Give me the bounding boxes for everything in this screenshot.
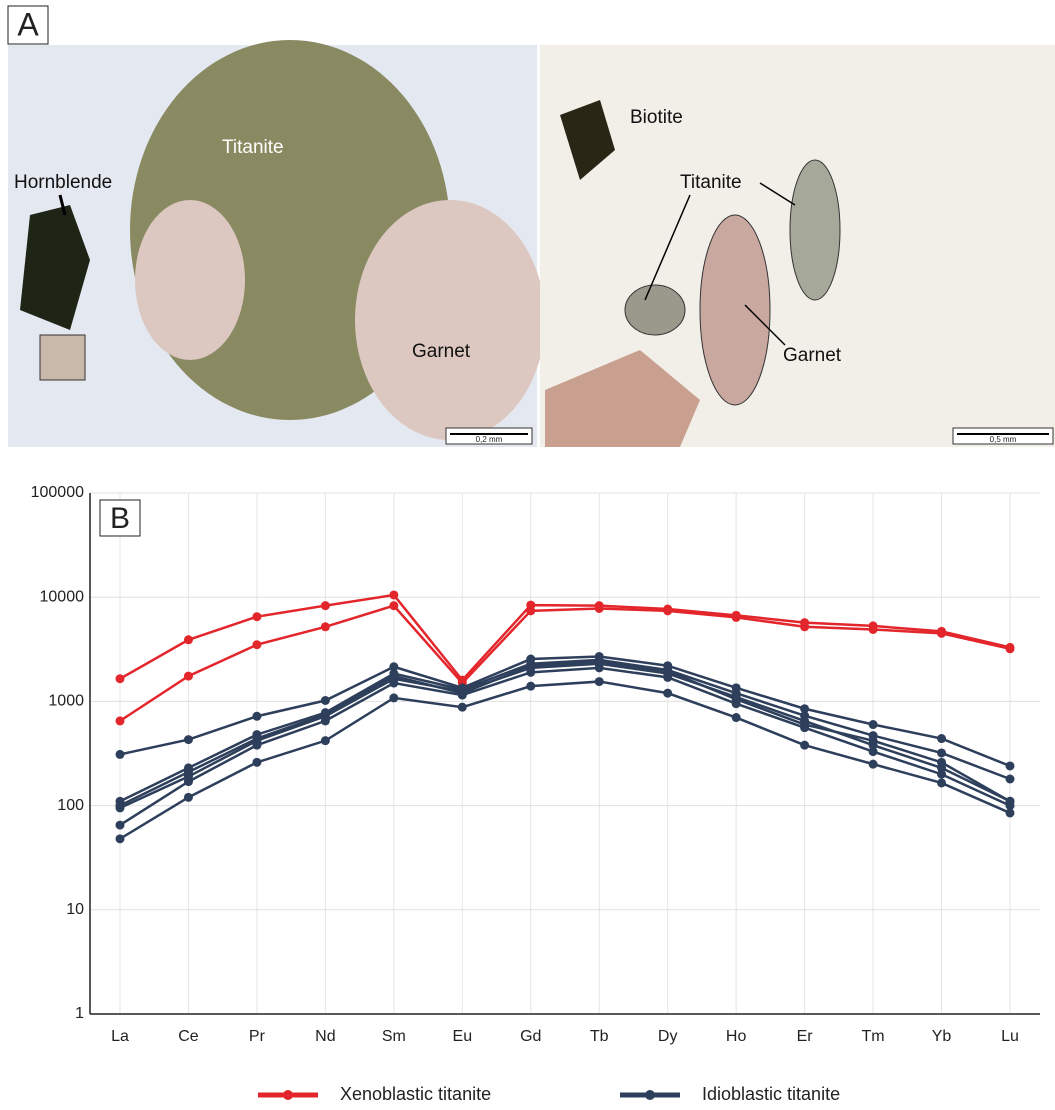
x-tick-label: Tb — [590, 1028, 609, 1045]
y-tick-label: 1000 — [48, 693, 84, 710]
data-point — [389, 590, 398, 599]
data-point — [184, 793, 193, 802]
data-point — [526, 668, 535, 677]
data-point — [663, 689, 672, 698]
x-tick-label: Lu — [1001, 1028, 1019, 1045]
data-point — [252, 741, 261, 750]
photo-label: Garnet — [783, 345, 842, 366]
x-tick-label: Ce — [178, 1028, 199, 1045]
data-point — [732, 613, 741, 622]
scale-bar-label: 0,2 mm — [476, 435, 503, 444]
chart: 1 10 100 1000 10000 100000 La Ce Pr Nd Sm Eu Gd Tb Dy H… — [31, 484, 1040, 1104]
figure: A Hornblende Titanite Garnet 0,2 mm Biot… — [0, 0, 1055, 1110]
x-tick-label: Dy — [658, 1028, 678, 1045]
data-point — [1006, 761, 1015, 770]
data-point — [252, 758, 261, 767]
data-point — [937, 629, 946, 638]
scale-bar-label: 0,5 mm — [990, 435, 1017, 444]
series-line — [120, 595, 1010, 680]
data-point — [937, 734, 946, 743]
x-tick-label: Sm — [382, 1028, 406, 1045]
data-point — [184, 735, 193, 744]
data-point — [252, 640, 261, 649]
data-point — [321, 716, 330, 725]
x-tick-label: La — [111, 1028, 129, 1045]
data-point — [663, 673, 672, 682]
right-photo: Biotite Titanite Garnet 0,5 mm — [540, 45, 1055, 447]
y-tick-label: 10 — [66, 901, 84, 918]
data-point — [184, 777, 193, 786]
data-point — [389, 693, 398, 702]
data-point — [937, 778, 946, 787]
data-point — [937, 748, 946, 757]
data-point — [116, 834, 125, 843]
data-point — [321, 696, 330, 705]
x-tick-label: Gd — [520, 1028, 541, 1045]
data-point — [869, 625, 878, 634]
data-point — [116, 803, 125, 812]
photo-label: Biotite — [630, 107, 683, 128]
data-point — [184, 635, 193, 644]
data-point — [869, 747, 878, 756]
data-point — [116, 821, 125, 830]
data-point — [1006, 644, 1015, 653]
data-point — [116, 716, 125, 725]
data-point — [869, 760, 878, 769]
photo-label: Garnet — [412, 341, 471, 362]
data-point — [663, 606, 672, 615]
data-point — [321, 622, 330, 631]
data-point — [1006, 775, 1015, 784]
legend-marker — [645, 1090, 655, 1100]
y-tick-label: 100 — [57, 797, 84, 814]
x-tick-label: Eu — [453, 1028, 473, 1045]
photo-label: Titanite — [680, 172, 742, 193]
x-tick-label: Yb — [932, 1028, 952, 1045]
y-tick-label: 10000 — [40, 588, 85, 605]
data-point — [1006, 808, 1015, 817]
data-point — [252, 712, 261, 721]
photo-label: Titanite — [222, 137, 284, 158]
data-point — [732, 699, 741, 708]
x-tick-label: Nd — [315, 1028, 335, 1045]
y-tick-label: 100000 — [31, 484, 84, 501]
data-point — [458, 691, 467, 700]
x-tick-label: Tm — [862, 1028, 885, 1045]
data-point — [389, 679, 398, 688]
data-point — [116, 750, 125, 759]
x-tick-label: Ho — [726, 1028, 747, 1045]
data-point — [458, 703, 467, 712]
legend-marker — [283, 1090, 293, 1100]
data-point — [321, 601, 330, 610]
data-point — [389, 601, 398, 610]
panel-label: B — [110, 502, 130, 535]
data-point — [252, 612, 261, 621]
y-tick-label: 1 — [75, 1005, 84, 1022]
data-point — [526, 682, 535, 691]
data-point — [937, 770, 946, 779]
data-point — [800, 723, 809, 732]
data-point — [595, 677, 604, 686]
legend-label: Xenoblastic titanite — [340, 1084, 491, 1104]
x-tick-label: Er — [797, 1028, 814, 1045]
data-point — [595, 604, 604, 613]
data-point — [869, 720, 878, 729]
x-tick-label: Pr — [249, 1028, 266, 1045]
data-point — [595, 663, 604, 672]
data-point — [800, 622, 809, 631]
photo-label: Hornblende — [14, 172, 112, 193]
data-point — [526, 606, 535, 615]
panel-label: A — [17, 6, 39, 42]
data-point — [116, 674, 125, 683]
data-point — [732, 713, 741, 722]
data-point — [184, 672, 193, 681]
data-point — [321, 736, 330, 745]
left-photo: Hornblende Titanite Garnet 0,2 mm — [8, 40, 545, 447]
data-point — [800, 741, 809, 750]
series-line — [120, 660, 1010, 801]
legend-label: Idioblastic titanite — [702, 1084, 840, 1104]
